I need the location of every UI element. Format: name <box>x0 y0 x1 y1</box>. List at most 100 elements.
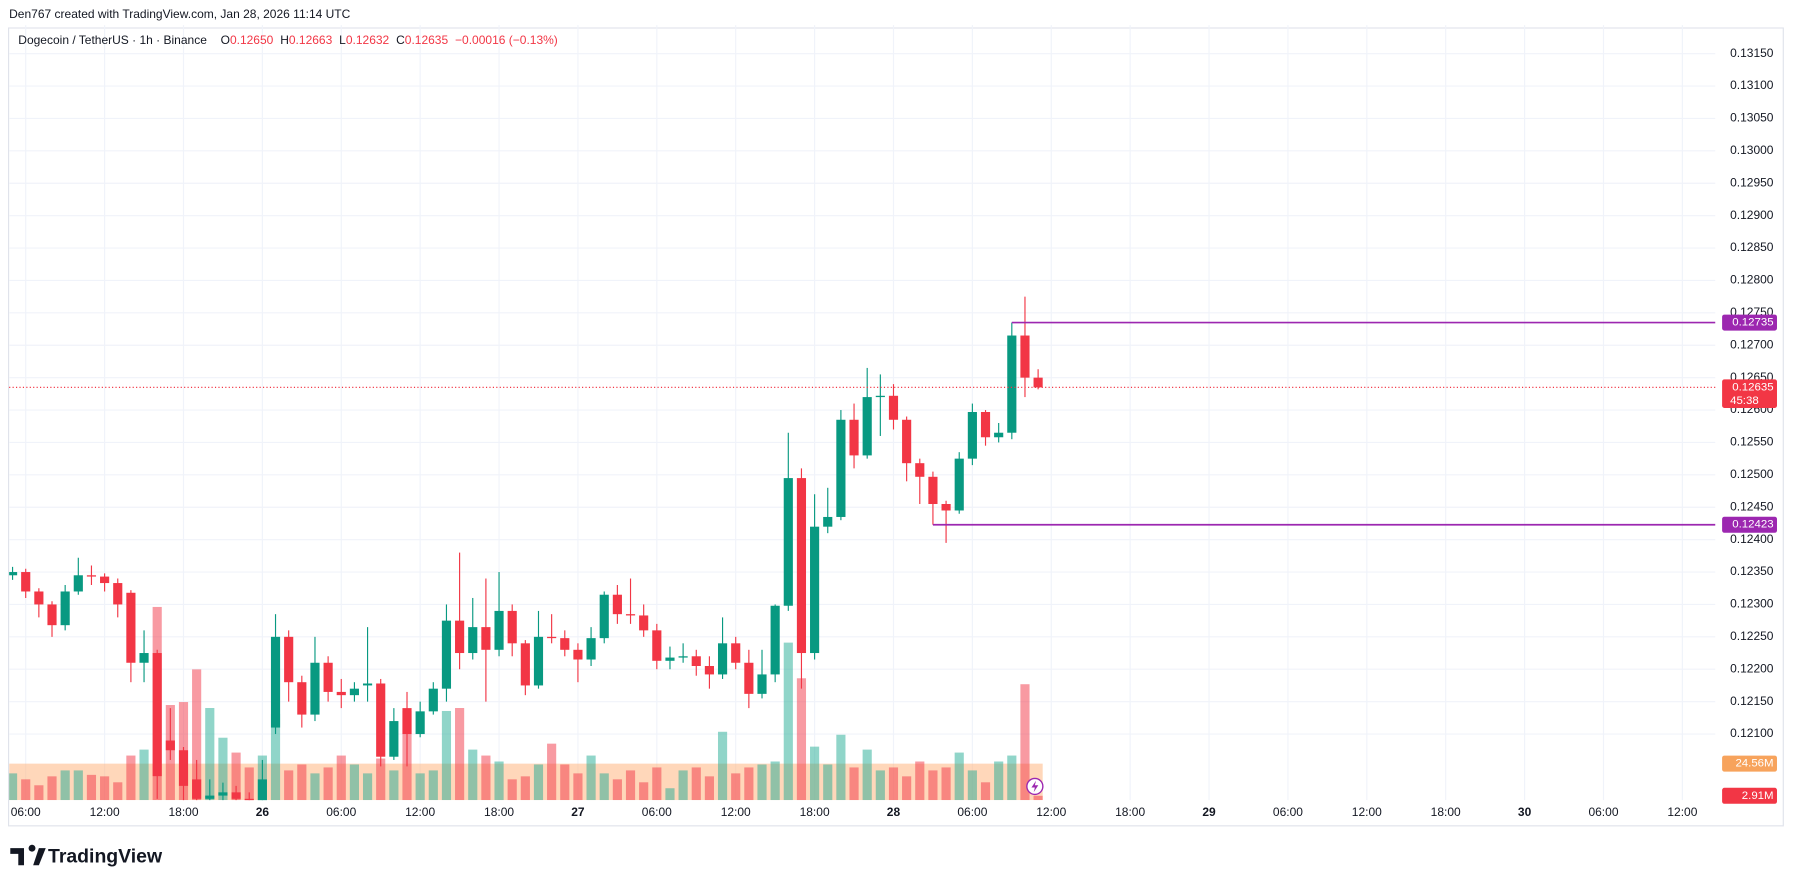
candle-body <box>665 657 675 661</box>
legend: Dogecoin / TetherUS · 1h · Binance O 0.126… <box>18 33 558 47</box>
y-tick-label: 0.12500 <box>1730 467 1774 481</box>
candle-body <box>100 576 110 584</box>
legend-value: 0.12635 <box>405 33 449 47</box>
y-tick-label: 0.12850 <box>1730 240 1774 254</box>
volume-bar <box>139 749 149 801</box>
volume-bar <box>823 764 833 801</box>
volume-bar <box>1007 755 1017 801</box>
volume-bar <box>731 773 741 801</box>
volume-tag: 2.91M <box>1742 790 1774 802</box>
price-tag: 0.12635 <box>1732 381 1773 393</box>
volume-bar <box>639 782 649 801</box>
y-tick-label: 0.13000 <box>1730 143 1774 157</box>
x-tick-label: 12:00 <box>1352 805 1382 819</box>
volume-bar <box>691 767 701 801</box>
volume-bar <box>218 737 228 801</box>
volume-bar <box>428 770 438 801</box>
x-tick-label: 28 <box>887 805 901 819</box>
candle-body <box>47 604 57 626</box>
y-tick-label: 0.13050 <box>1730 111 1774 125</box>
candle-body <box>704 665 714 675</box>
candle-body <box>888 395 899 420</box>
legend-key: C <box>396 33 405 47</box>
candle-body <box>980 411 991 438</box>
x-tick-label: 12:00 <box>90 805 120 819</box>
volume-pane <box>9 606 1043 801</box>
level-tag: 0.12735 <box>1732 317 1773 329</box>
y-tick-label: 0.12350 <box>1730 564 1774 578</box>
volume-bar <box>231 752 241 801</box>
candle-body <box>757 674 767 694</box>
candle-body <box>231 792 241 799</box>
volume-bar <box>915 761 925 801</box>
volume-bar <box>481 755 491 801</box>
candle-body <box>547 636 557 639</box>
y-tick-label: 0.12250 <box>1730 629 1774 643</box>
x-tick-label: 18:00 <box>800 805 830 819</box>
y-tick-label: 0.12200 <box>1730 661 1774 675</box>
y-tick-label: 0.12700 <box>1730 337 1774 351</box>
candle-body <box>376 683 386 757</box>
volume-bar <box>1033 795 1043 801</box>
volume-ma-tag: 24.56M <box>1735 758 1773 770</box>
volume-bar <box>126 755 136 801</box>
candle-body <box>73 575 83 592</box>
candle-body <box>1020 335 1030 378</box>
volume-bar <box>389 770 399 801</box>
volume-bar <box>310 773 320 801</box>
candle-body <box>336 691 346 696</box>
y-tick-label: 0.12450 <box>1730 499 1774 513</box>
volume-bar <box>494 761 504 801</box>
countdown: 45:38 <box>1730 395 1759 407</box>
candle-body <box>402 708 412 735</box>
legend-value: 0.12663 <box>289 33 333 47</box>
chart-frame <box>8 27 1784 827</box>
x-tick-label: 06:00 <box>957 805 987 819</box>
candle-body <box>257 779 267 801</box>
x-tick-label: 06:00 <box>1588 805 1618 819</box>
candle-body <box>139 653 149 663</box>
candle-body <box>481 627 491 650</box>
candle-body <box>323 662 333 692</box>
volume-ma-tag-bg <box>1722 755 1777 772</box>
candle-body <box>783 478 793 606</box>
level-tag-bg <box>1722 516 1777 533</box>
x-tick-label: 12:00 <box>1667 805 1697 819</box>
candle-body <box>284 636 294 683</box>
volume-bar <box>941 767 951 801</box>
volume-bar <box>362 773 373 801</box>
candle-body <box>967 411 977 459</box>
candle-body <box>823 516 833 527</box>
candle-body <box>244 798 254 801</box>
volume-bar <box>34 785 44 801</box>
legend-key: L <box>339 33 346 47</box>
volume-bar <box>468 749 478 801</box>
candle-body <box>1033 377 1043 388</box>
legend-key: O <box>221 33 230 47</box>
candle-body <box>875 395 885 398</box>
volume-bar <box>60 770 70 801</box>
candle-body <box>717 643 728 675</box>
volume-bar <box>994 761 1004 801</box>
volume-bar <box>336 755 346 801</box>
y-tick-label: 0.12800 <box>1730 273 1774 287</box>
candle-body <box>560 638 570 650</box>
volume-bar <box>47 776 57 801</box>
volume-bar <box>849 767 859 801</box>
candle-body <box>731 643 741 663</box>
candle-body <box>270 636 281 728</box>
volume-bar <box>678 770 688 801</box>
volume-bar <box>192 669 202 801</box>
candle-body <box>954 458 964 511</box>
y-tick-label: 0.13150 <box>1730 46 1774 60</box>
candle-body <box>902 419 912 464</box>
level-tag-bg <box>1722 314 1777 331</box>
volume-bar <box>560 764 570 801</box>
x-tick-label: 06:00 <box>11 805 41 819</box>
x-tick-label: 12:00 <box>405 805 435 819</box>
volume-bar <box>441 710 452 801</box>
volume-bar <box>376 758 386 801</box>
candle-body <box>428 688 438 712</box>
legend-symbol: Dogecoin / TetherUS · 1h · Binance <box>18 33 207 47</box>
